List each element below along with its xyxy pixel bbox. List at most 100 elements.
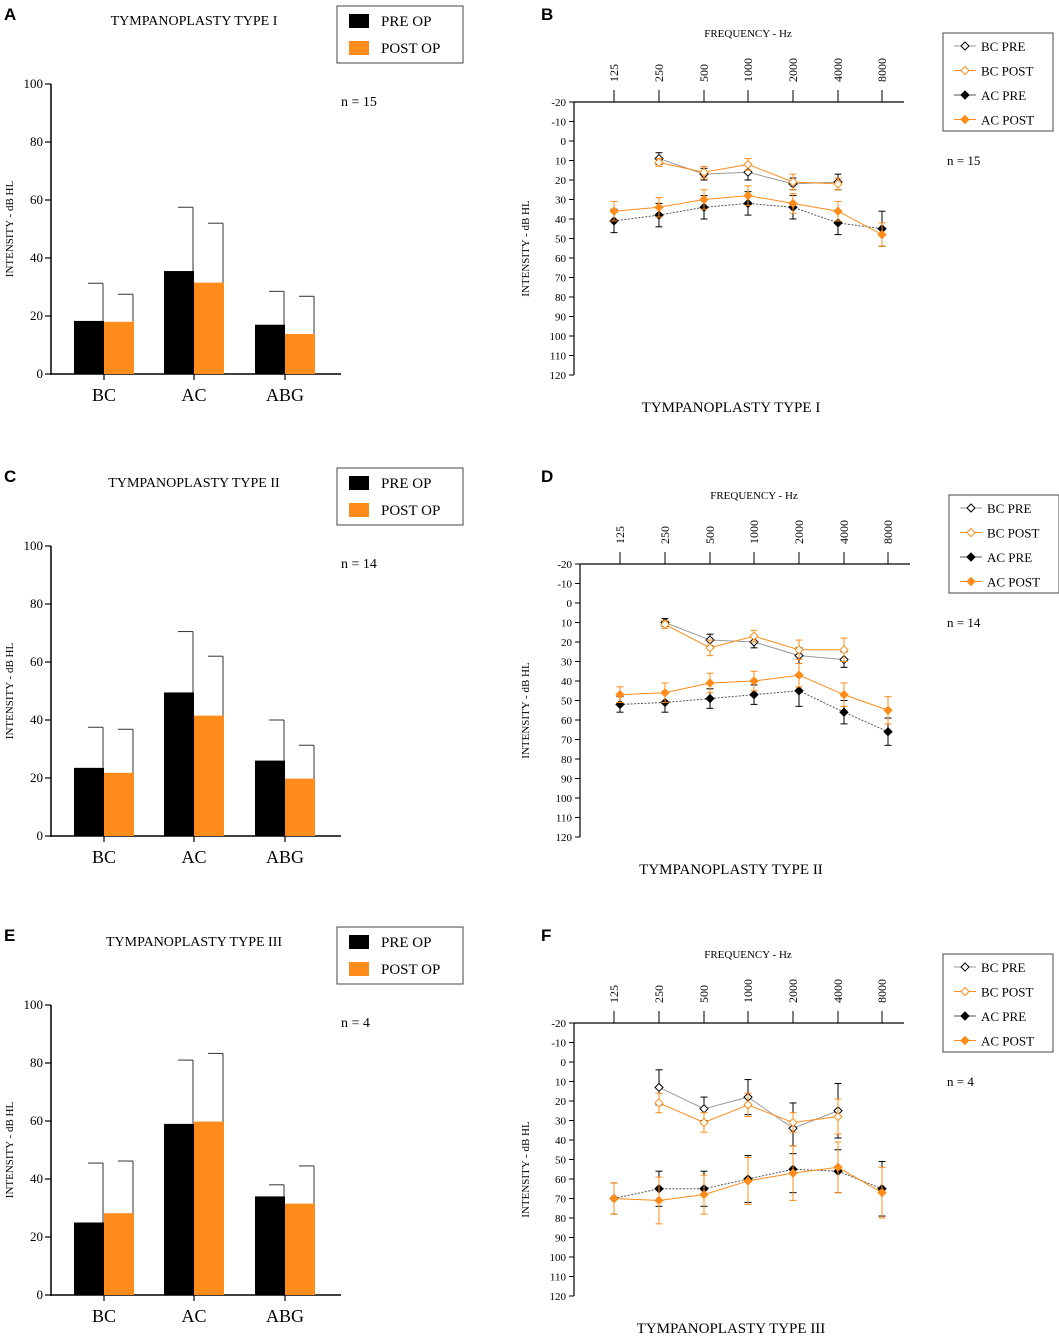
bar (104, 321, 134, 374)
data-point (609, 206, 619, 216)
legend-box (336, 5, 464, 64)
y-tick-label: 120 (556, 832, 573, 844)
bar (104, 1213, 134, 1295)
data-point (833, 206, 843, 216)
y-axis-label: INTENSITY - dB HL (520, 662, 532, 759)
bar (104, 772, 134, 836)
x-tick-label: 4000 (831, 58, 845, 82)
y-tick-label: 120 (550, 1291, 567, 1303)
y-tick-label: 90 (561, 774, 573, 786)
bar (255, 760, 285, 836)
x-tick-label: 500 (697, 64, 711, 82)
x-tick-label: 2000 (786, 979, 800, 1003)
legend-label: BC PRE (987, 501, 1031, 516)
legend-swatch-post (349, 503, 369, 517)
y-tick-label: 60 (555, 253, 567, 265)
data-point (654, 1098, 664, 1108)
chart-title: TYMPANOPLASTY TYPE III (106, 935, 282, 950)
y-tick-label: 70 (555, 1194, 567, 1206)
bar (194, 282, 224, 374)
chart-title: TYMPANOPLASTY TYPE III (637, 1321, 826, 1337)
data-point (660, 619, 670, 630)
y-tick-label: 110 (550, 351, 567, 363)
n-annotation: n = 14 (947, 615, 981, 630)
bar (285, 1203, 315, 1295)
panel-letter: C (4, 467, 16, 486)
bar (164, 1123, 194, 1295)
legend-swatch-pre (349, 476, 369, 490)
chart-title: TYMPANOPLASTY TYPE I (642, 400, 821, 416)
y-axis-label: INTENSITY - dB HL (4, 1102, 16, 1199)
y-tick-label: -10 (551, 1038, 566, 1050)
legend: PRE OP POST OP (336, 926, 464, 985)
legend-box (942, 32, 1054, 132)
data-point (705, 693, 715, 704)
panel-letter: A (4, 5, 16, 24)
legend-label: BC POST (981, 64, 1033, 79)
y-tick-label: 0 (567, 598, 573, 610)
legend: BC PRE BC POST AC PRE AC POST (948, 494, 1059, 594)
data-point (615, 689, 625, 700)
y-tick-label: 70 (555, 273, 567, 285)
y-tick-label: 0 (37, 1287, 44, 1302)
legend-label: AC PRE (987, 550, 1032, 565)
y-tick-label: 110 (550, 1272, 567, 1284)
x-tick-label: BC (92, 1306, 116, 1326)
legend-swatch-post (349, 962, 369, 976)
y-tick-label: 40 (555, 1135, 567, 1147)
y-tick-label: -20 (551, 1018, 566, 1030)
y-tick-label: 100 (24, 76, 44, 91)
y-tick-label: 70 (561, 735, 573, 747)
legend-label: AC POST (981, 1034, 1034, 1049)
legend-label: POST OP (381, 41, 440, 57)
legend-marker (960, 41, 970, 51)
line-panel-d: D FREQUENCY - Hz INTENSITY - dB HL TYMPANOP… (520, 467, 1059, 878)
y-tick-label: 60 (30, 192, 43, 207)
y-tick-label: 0 (561, 1057, 567, 1069)
x-tick-label: AC (181, 1306, 206, 1326)
y-tick-label: 40 (30, 712, 43, 727)
line-panel-b: B FREQUENCY - Hz INTENSITY - dB HL TYMPANOP… (520, 5, 1054, 416)
bar-panel-c: C TYMPANOPLASTY TYPE II PRE OP POST OP n = 1… (4, 467, 464, 867)
legend-box (948, 494, 1059, 594)
legend-marker (960, 65, 970, 76)
panel-letter: F (541, 926, 551, 945)
x-tick-label: 2000 (786, 58, 800, 82)
data-point (877, 1187, 887, 1198)
data-point (877, 229, 887, 240)
bar (74, 320, 104, 374)
y-tick-label: 100 (550, 331, 567, 343)
panel-letter: B (541, 5, 553, 24)
y-tick-label: -10 (557, 579, 572, 591)
y-tick-label: 90 (555, 1233, 567, 1245)
x-tick-label: 250 (658, 526, 672, 544)
x-tick-label: 125 (613, 526, 627, 544)
legend-swatch-pre (349, 14, 369, 28)
y-tick-label: 50 (555, 234, 567, 246)
legend-marker (960, 1035, 970, 1046)
y-tick-label: 40 (30, 1171, 43, 1186)
n-annotation: n = 15 (947, 153, 980, 168)
y-axis-label: INTENSITY - dB HL (520, 1121, 532, 1218)
x-tick-label: 500 (697, 985, 711, 1003)
x-axis-label: FREQUENCY - Hz (710, 490, 798, 502)
x-tick-label: 250 (652, 985, 666, 1003)
legend-label: BC POST (981, 985, 1033, 1000)
x-tick-label: 4000 (837, 520, 851, 544)
panel-letter: E (4, 926, 15, 945)
data-point (794, 645, 804, 655)
y-tick-label: 0 (37, 828, 44, 843)
y-tick-label: 40 (555, 214, 567, 226)
x-tick-label: 125 (607, 985, 621, 1003)
legend: PRE OP POST OP (336, 467, 464, 526)
legend-label: AC POST (981, 113, 1034, 128)
line-panel-f: F FREQUENCY - Hz INTENSITY - dB HL TYMPANOP… (520, 926, 1054, 1337)
data-point (699, 1104, 709, 1114)
data-point (833, 179, 843, 189)
legend-marker (960, 90, 970, 100)
panel-letter: D (541, 467, 553, 486)
y-tick-label: 20 (555, 1096, 567, 1108)
data-point (660, 687, 670, 698)
data-point (699, 167, 709, 177)
